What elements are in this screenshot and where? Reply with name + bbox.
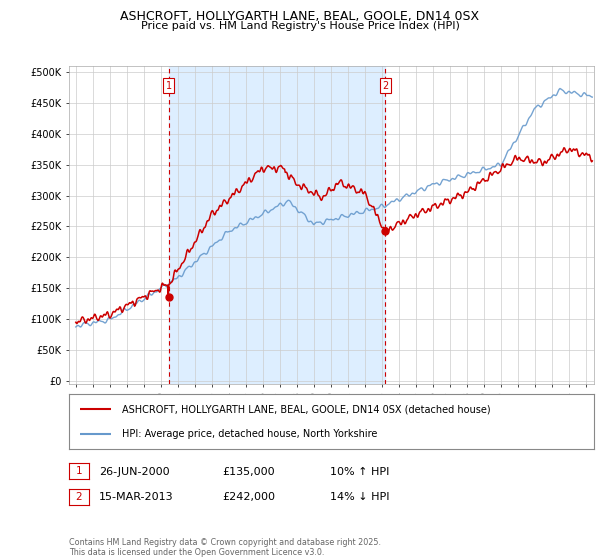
Text: 10% ↑ HPI: 10% ↑ HPI bbox=[330, 466, 389, 477]
Text: 14% ↓ HPI: 14% ↓ HPI bbox=[330, 492, 389, 502]
Text: ASHCROFT, HOLLYGARTH LANE, BEAL, GOOLE, DN14 0SX (detached house): ASHCROFT, HOLLYGARTH LANE, BEAL, GOOLE, … bbox=[121, 404, 490, 414]
Text: 26-JUN-2000: 26-JUN-2000 bbox=[99, 466, 170, 477]
Text: 2: 2 bbox=[76, 492, 82, 502]
Text: ASHCROFT, HOLLYGARTH LANE, BEAL, GOOLE, DN14 0SX: ASHCROFT, HOLLYGARTH LANE, BEAL, GOOLE, … bbox=[121, 10, 479, 23]
Text: 2: 2 bbox=[382, 81, 388, 91]
Text: HPI: Average price, detached house, North Yorkshire: HPI: Average price, detached house, Nort… bbox=[121, 430, 377, 439]
Bar bbox=[169, 66, 385, 384]
Text: 1: 1 bbox=[166, 81, 172, 91]
Text: Price paid vs. HM Land Registry's House Price Index (HPI): Price paid vs. HM Land Registry's House … bbox=[140, 21, 460, 31]
Text: £242,000: £242,000 bbox=[222, 492, 275, 502]
Text: 1: 1 bbox=[76, 466, 82, 476]
Text: Contains HM Land Registry data © Crown copyright and database right 2025.
This d: Contains HM Land Registry data © Crown c… bbox=[69, 538, 381, 557]
Text: 15-MAR-2013: 15-MAR-2013 bbox=[99, 492, 173, 502]
Text: £135,000: £135,000 bbox=[222, 466, 275, 477]
